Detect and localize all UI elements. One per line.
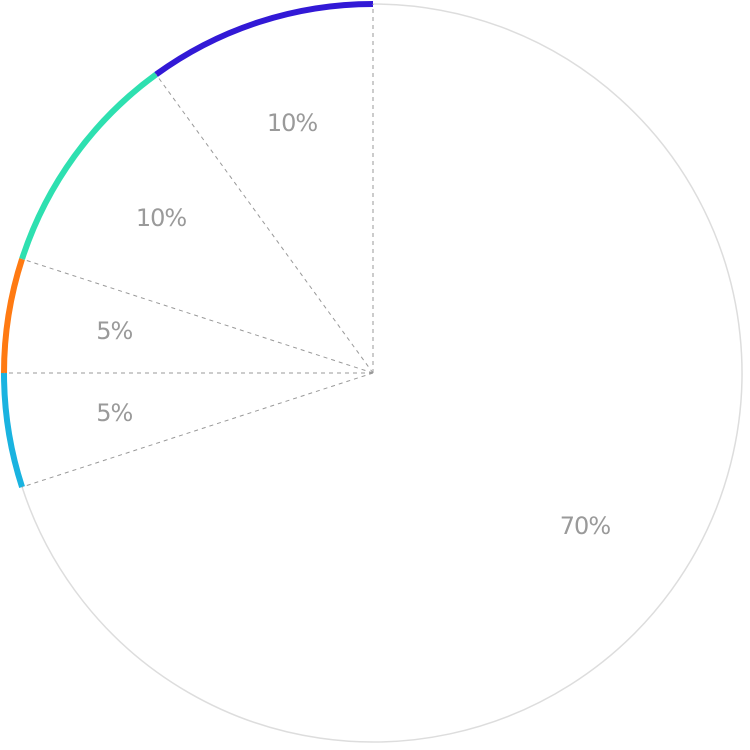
slice-rim bbox=[1, 372, 25, 488]
slice bbox=[4, 373, 373, 488]
slice bbox=[4, 258, 373, 373]
slice-divider bbox=[21, 372, 374, 488]
slice-label: 5% bbox=[96, 317, 132, 345]
slice bbox=[22, 74, 373, 374]
slice-label: 70% bbox=[560, 512, 611, 540]
slice-rim bbox=[154, 1, 374, 77]
slice-divider bbox=[155, 74, 374, 374]
slice-label: 10% bbox=[267, 109, 318, 137]
slice bbox=[156, 4, 373, 373]
slice-divider bbox=[21, 258, 374, 374]
slice-rim bbox=[21, 3, 743, 743]
slice-rim bbox=[19, 72, 158, 260]
slice-label: 10% bbox=[136, 204, 187, 232]
slice-rim bbox=[1, 258, 25, 374]
slice bbox=[22, 4, 743, 742]
slice-label: 5% bbox=[96, 399, 132, 427]
